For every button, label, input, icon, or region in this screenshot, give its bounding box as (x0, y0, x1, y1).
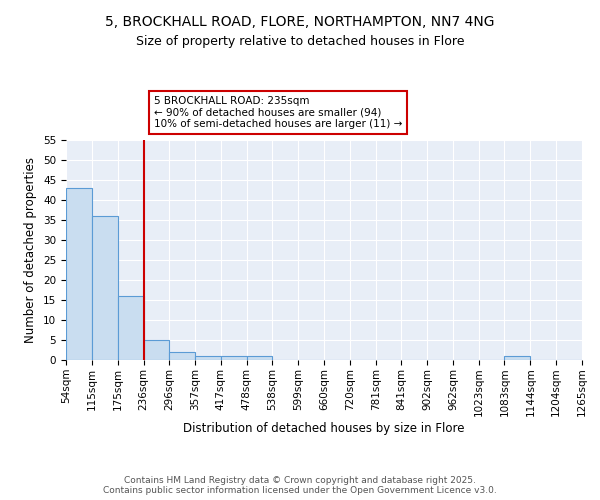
Y-axis label: Number of detached properties: Number of detached properties (25, 157, 37, 343)
Text: Size of property relative to detached houses in Flore: Size of property relative to detached ho… (136, 35, 464, 48)
Bar (92, 216, 118, 360)
Bar (221, 356, 247, 360)
Text: 5 BROCKHALL ROAD: 235sqm
← 90% of detached houses are smaller (94)
10% of semi-d: 5 BROCKHALL ROAD: 235sqm ← 90% of detach… (154, 96, 402, 129)
Bar (169, 352, 195, 360)
Bar (505, 356, 530, 360)
X-axis label: Distribution of detached houses by size in Flore: Distribution of detached houses by size … (183, 422, 465, 435)
Bar (143, 340, 169, 360)
Bar (195, 356, 221, 360)
Bar (118, 296, 143, 360)
Bar (247, 356, 272, 360)
Text: Contains HM Land Registry data © Crown copyright and database right 2025.
Contai: Contains HM Land Registry data © Crown c… (103, 476, 497, 495)
Text: 5, BROCKHALL ROAD, FLORE, NORTHAMPTON, NN7 4NG: 5, BROCKHALL ROAD, FLORE, NORTHAMPTON, N… (105, 15, 495, 29)
Bar (66, 188, 92, 360)
